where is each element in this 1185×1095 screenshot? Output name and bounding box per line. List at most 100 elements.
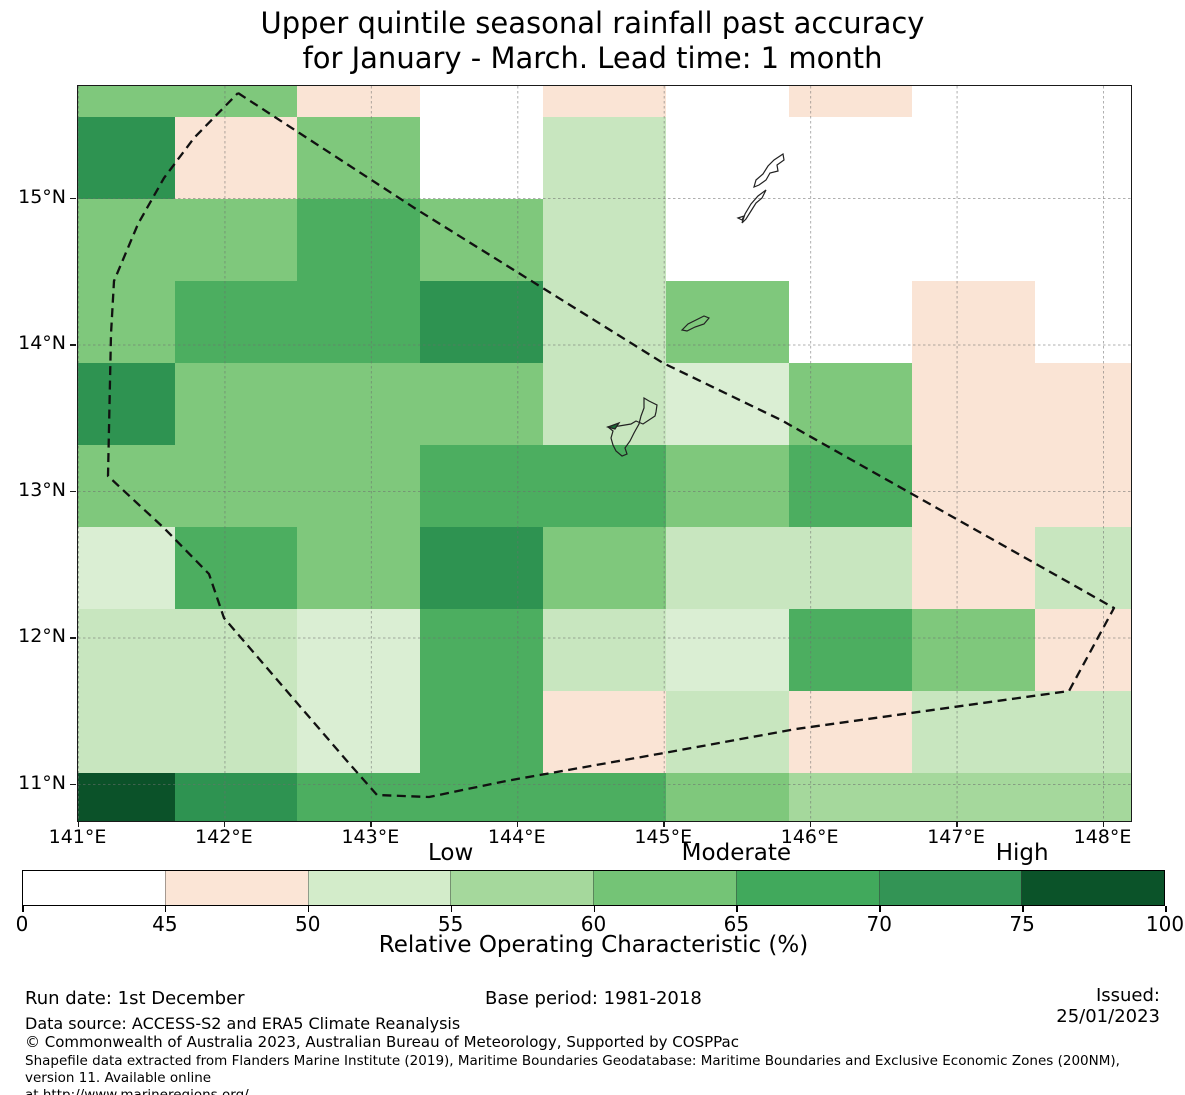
y-axis-tick [70, 783, 76, 785]
heatmap-cell [420, 86, 543, 117]
chart-title-line2: for January - March. Lead time: 1 month [302, 41, 883, 75]
heatmap-cell [78, 445, 175, 527]
data-source-text: Data source: ACCESS-S2 and ERA5 Climate … [25, 1014, 461, 1033]
x-axis-tick [956, 821, 958, 827]
x-axis-tick-label: 148°E [1073, 826, 1132, 848]
heatmap-cell [1035, 691, 1131, 773]
heatmap-cell [297, 117, 420, 199]
heatmap-cell [420, 773, 543, 821]
heatmap-cell [543, 281, 666, 363]
map-plot-area [77, 85, 1132, 822]
heatmap-cell [666, 117, 789, 199]
heatmap-cell [420, 281, 543, 363]
y-axis-tick [70, 490, 76, 492]
heatmap-cell [420, 363, 543, 445]
heatmap-cell [1035, 527, 1131, 609]
heatmap-cell [1035, 117, 1131, 199]
heatmap-cell [297, 363, 420, 445]
chart-title-line1: Upper quintile seasonal rainfall past ac… [260, 6, 925, 40]
heatmap-cell [175, 773, 297, 821]
x-axis-tick-label: 144°E [487, 826, 546, 848]
heatmap-cell [175, 117, 297, 199]
heatmap-cell [78, 86, 175, 117]
shapefile-note-line2: at http://www.marineregions.org/. [25, 1087, 253, 1095]
heatmap-cell [912, 527, 1035, 609]
x-axis-tick-label: 143°E [341, 826, 400, 848]
colorbar-tick [307, 906, 310, 912]
heatmap-cell [175, 527, 297, 609]
x-axis-tick [663, 821, 665, 827]
heatmap-cell [912, 199, 1035, 281]
heatmap-cell [912, 281, 1035, 363]
heatmap-cell [789, 117, 912, 199]
heatmap-cell [1035, 609, 1131, 691]
heatmap-cell [1035, 281, 1131, 363]
heatmap-cell [666, 527, 789, 609]
colorbar-tick [1165, 906, 1167, 912]
y-axis-tick-label: 11°N [18, 771, 66, 794]
heatmap-cell [912, 117, 1035, 199]
y-axis-tick-label: 13°N [18, 478, 66, 501]
heatmap-cell [543, 691, 666, 773]
heatmap-cell [789, 281, 912, 363]
island-outline [736, 214, 746, 221]
heatmap-cell [78, 691, 175, 773]
colorbar [22, 870, 1165, 906]
colorbar-axis-label: Relative Operating Characteristic (%) [378, 932, 809, 958]
colorbar-category-label: Moderate [681, 840, 792, 866]
heatmap-cell [420, 691, 543, 773]
colorbar-tick [736, 906, 738, 912]
y-axis-tick [70, 637, 76, 639]
x-axis-tick-label: 146°E [780, 826, 839, 848]
heatmap-cell [666, 609, 789, 691]
heatmap-cell [912, 86, 1035, 117]
heatmap-cell [420, 199, 543, 281]
heatmap-cell [666, 691, 789, 773]
y-axis-tick [70, 197, 76, 199]
island-outline [753, 152, 785, 189]
y-axis-tick [70, 344, 76, 346]
colorbar-tick-label: 55 [437, 912, 464, 936]
x-axis-tick [516, 821, 519, 827]
run-date-text: Run date: 1st December [25, 988, 245, 1009]
x-axis-tick-label: 147°E [927, 826, 985, 848]
heatmap-cell [420, 117, 543, 199]
heatmap-cell [543, 363, 666, 445]
colorbar-tick-label: 45 [152, 912, 178, 936]
colorbar-segment [593, 871, 736, 905]
colorbar-tick-label: 75 [1009, 912, 1035, 936]
heatmap-cell [912, 773, 1035, 821]
x-axis-tick [370, 821, 372, 827]
heatmap-cell [912, 445, 1035, 527]
colorbar-tick [164, 906, 167, 912]
heatmap-cell [175, 445, 297, 527]
heatmap-cell [78, 773, 175, 821]
y-axis-tick-label: 12°N [18, 624, 66, 647]
heatmap-cell [789, 363, 912, 445]
base-period-text: Base period: 1981-2018 [485, 988, 702, 1009]
heatmap-cell [175, 363, 297, 445]
colorbar-tick-label: 70 [866, 912, 892, 936]
x-axis-tick-label: 141°E [48, 826, 107, 848]
y-axis-tick-label: 15°N [18, 185, 66, 208]
heatmap-cell [666, 199, 789, 281]
heatmap-cell [78, 281, 175, 363]
copyright-text: © Commonwealth of Australia 2023, Austra… [25, 1033, 739, 1051]
heatmap-cell [543, 609, 666, 691]
heatmap-cell [543, 445, 666, 527]
island-outline [680, 315, 710, 332]
heatmap-cell [78, 199, 175, 281]
heatmap-cell [297, 527, 420, 609]
heatmap-cell [175, 199, 297, 281]
colorbar-tick-label: 65 [723, 912, 750, 936]
heatmap-cell [789, 527, 912, 609]
heatmap-cell [420, 609, 543, 691]
colorbar-tick [22, 906, 24, 912]
map-overlay [78, 86, 1131, 821]
heatmap-cell [175, 86, 297, 117]
heatmap-cell [1035, 773, 1131, 821]
x-axis-tick [1102, 821, 1104, 827]
colorbar-segment [450, 871, 593, 905]
issued-text: Issued: 25/01/2023 [1056, 985, 1160, 1027]
colorbar-tick [879, 906, 881, 912]
